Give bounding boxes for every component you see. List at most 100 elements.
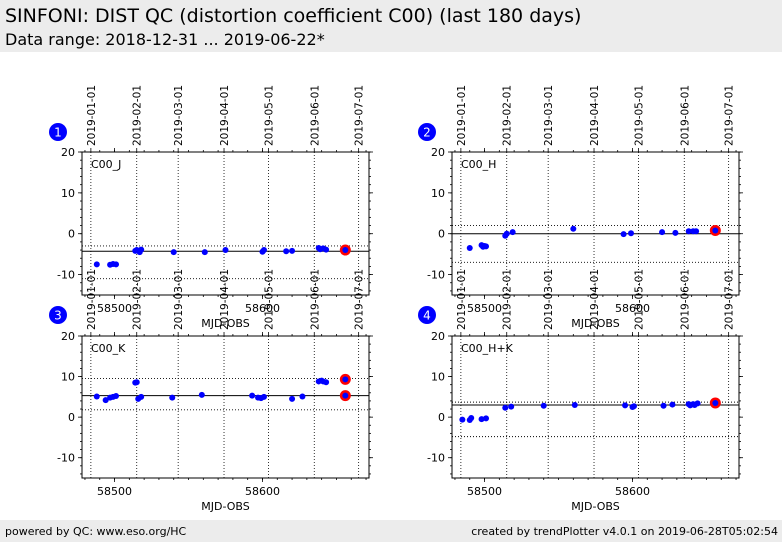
series-label: C00_H bbox=[461, 158, 496, 171]
data-point bbox=[102, 397, 109, 404]
latest-point bbox=[712, 399, 719, 406]
data-point bbox=[260, 247, 267, 254]
date-tick-label: 2019-02-01 bbox=[132, 85, 144, 146]
y-tick-label: 10 bbox=[61, 371, 75, 384]
date-tick-label: 2019-05-01 bbox=[263, 269, 275, 330]
date-tick-label: 2019-03-01 bbox=[543, 269, 555, 330]
y-tick-label: -10 bbox=[57, 452, 75, 465]
y-tick-label: 10 bbox=[61, 187, 75, 200]
header-bar bbox=[0, 0, 782, 52]
data-point bbox=[693, 228, 700, 235]
data-point bbox=[459, 416, 466, 423]
data-point bbox=[508, 403, 515, 410]
data-point bbox=[540, 402, 547, 409]
chart-panel-4: 2019-01-01 2019-02-01 2019-03-01 2019-04-01… bbox=[418, 269, 743, 513]
data-point bbox=[685, 228, 692, 235]
data-point bbox=[113, 261, 120, 268]
x-tick-label: 58500 bbox=[467, 302, 502, 315]
data-point bbox=[138, 393, 145, 400]
data-point bbox=[113, 393, 120, 400]
x-tick-label: 58600 bbox=[615, 485, 650, 498]
panel-number: 1 bbox=[54, 126, 62, 140]
data-point bbox=[483, 415, 490, 422]
date-tick-label: 2019-01-01 bbox=[456, 269, 468, 330]
series-label: C00_H+K bbox=[461, 342, 514, 355]
y-tick-label: 0 bbox=[438, 228, 445, 241]
data-point bbox=[133, 379, 140, 386]
date-tick-label: 2019-01-01 bbox=[456, 85, 468, 146]
data-point bbox=[620, 231, 627, 238]
panel-number: 4 bbox=[423, 309, 431, 323]
data-point bbox=[659, 229, 666, 236]
date-tick-label: 2019-01-01 bbox=[86, 85, 98, 146]
y-tick-label: 10 bbox=[431, 371, 445, 384]
footer-bar bbox=[0, 520, 782, 542]
data-point bbox=[466, 245, 473, 252]
latest-point bbox=[342, 392, 349, 399]
x-tick-label: 58500 bbox=[97, 485, 132, 498]
y-tick-label: -10 bbox=[427, 452, 445, 465]
data-point bbox=[570, 225, 577, 232]
x-axis-label: MJD-OBS bbox=[571, 317, 619, 330]
data-point bbox=[628, 230, 635, 237]
footer-powered-by: powered by QC: www.eso.org/HC bbox=[5, 525, 187, 538]
data-point bbox=[468, 414, 475, 421]
data-point bbox=[660, 402, 667, 409]
data-point bbox=[283, 248, 290, 255]
date-tick-label: 2019-02-01 bbox=[502, 269, 514, 330]
data-point bbox=[299, 393, 306, 400]
y-tick-label: 20 bbox=[61, 330, 75, 343]
panel-number: 2 bbox=[423, 126, 431, 140]
series-label: C00_J bbox=[91, 158, 121, 171]
date-tick-label: 2019-01-01 bbox=[86, 269, 98, 330]
data-point bbox=[198, 391, 205, 398]
date-tick-label: 2019-04-01 bbox=[589, 85, 601, 146]
date-tick-label: 2019-03-01 bbox=[173, 85, 185, 146]
data-point bbox=[669, 401, 676, 408]
data-point bbox=[323, 246, 330, 253]
data-point bbox=[260, 393, 267, 400]
data-point bbox=[630, 403, 637, 410]
date-tick-label: 2019-04-01 bbox=[219, 269, 231, 330]
data-point bbox=[509, 229, 516, 236]
y-tick-label: 10 bbox=[431, 187, 445, 200]
latest-point bbox=[342, 376, 349, 383]
data-point bbox=[289, 395, 296, 402]
data-point bbox=[672, 229, 679, 236]
chart-panel-3: 2019-01-01 2019-02-01 2019-03-01 2019-04-01… bbox=[49, 269, 373, 513]
date-tick-label: 2019-04-01 bbox=[219, 85, 231, 146]
date-tick-label: 2019-05-01 bbox=[263, 85, 275, 146]
x-tick-label: 58600 bbox=[245, 302, 280, 315]
y-tick-label: -10 bbox=[427, 269, 445, 282]
x-axis-label: MJD-OBS bbox=[571, 500, 619, 513]
date-tick-label: 2019-07-01 bbox=[724, 269, 736, 330]
x-axis-label: MJD-OBS bbox=[201, 500, 249, 513]
panel-number: 3 bbox=[54, 309, 62, 323]
data-point bbox=[169, 394, 176, 401]
page-title: SINFONI: DIST QC (distortion coefficient… bbox=[5, 5, 582, 27]
data-range-subtitle: Data range: 2018-12-31 ... 2019-06-22* bbox=[5, 30, 325, 49]
y-tick-label: 20 bbox=[431, 330, 445, 343]
latest-point bbox=[712, 227, 719, 234]
x-tick-label: 58500 bbox=[97, 302, 132, 315]
panel-badge bbox=[49, 123, 67, 141]
date-tick-label: 2019-06-01 bbox=[679, 269, 691, 330]
data-point bbox=[622, 402, 629, 409]
date-tick-label: 2019-07-01 bbox=[724, 85, 736, 146]
date-tick-label: 2019-07-01 bbox=[354, 85, 366, 146]
y-tick-label: 20 bbox=[61, 146, 75, 159]
chart-panel-1: 2019-01-01 2019-02-01 2019-03-01 2019-04-01… bbox=[49, 85, 373, 330]
latest-point bbox=[342, 247, 349, 254]
data-point bbox=[483, 243, 490, 250]
date-tick-label: 2019-02-01 bbox=[502, 85, 514, 146]
plot-frame bbox=[451, 151, 740, 296]
y-tick-label: 0 bbox=[68, 228, 75, 241]
x-axis-label: MJD-OBS bbox=[201, 317, 249, 330]
x-tick-label: 58600 bbox=[245, 485, 280, 498]
data-point bbox=[289, 247, 296, 254]
date-tick-label: 2019-05-01 bbox=[633, 269, 645, 330]
date-tick-label: 2019-06-01 bbox=[679, 85, 691, 146]
data-point bbox=[201, 249, 208, 256]
data-point bbox=[503, 230, 510, 237]
plot-frame bbox=[81, 151, 370, 296]
